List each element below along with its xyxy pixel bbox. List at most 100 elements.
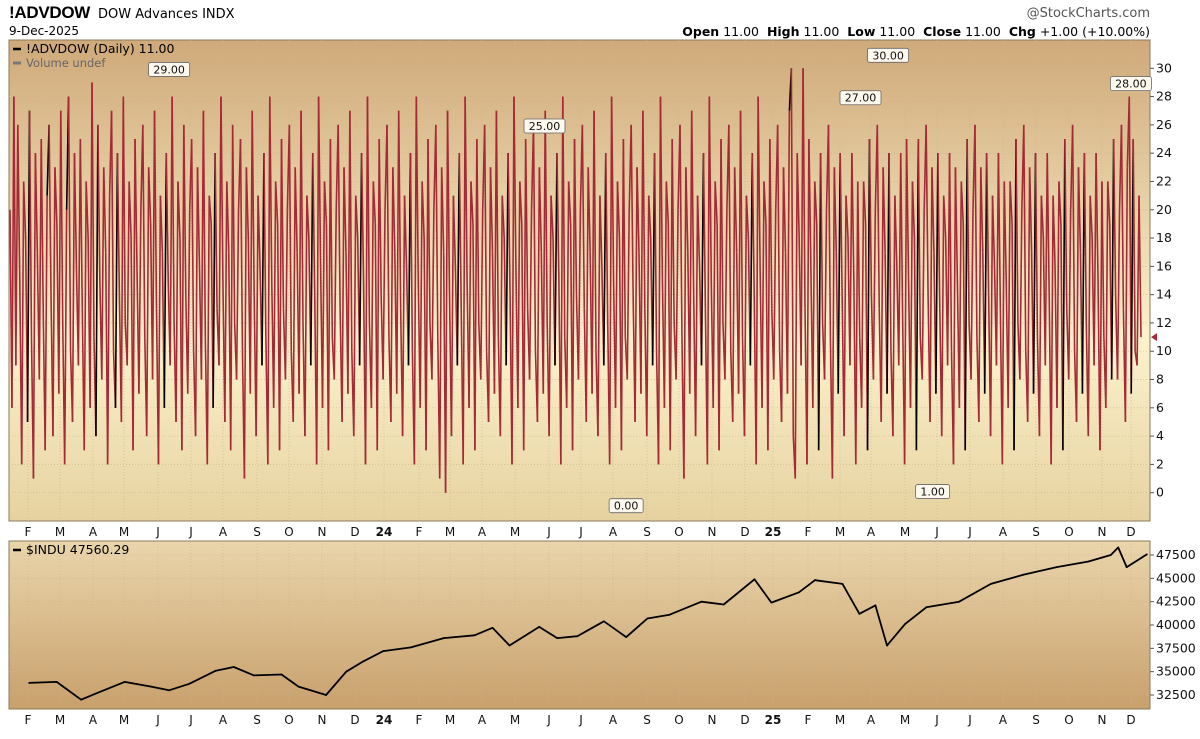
advances-segment: [989, 195, 994, 437]
advances-segment: [1052, 195, 1056, 267]
advances-segment: [573, 139, 578, 295]
advances-segment: [554, 153, 558, 366]
advances-segment: [153, 110, 158, 309]
advances-segment: [15, 124, 19, 366]
advances-segment: [122, 96, 127, 323]
advances-segment: [1077, 167, 1082, 253]
panel-1-xtick-label: A: [999, 713, 1008, 727]
index-point: [841, 583, 844, 585]
panel-0-xtick-label: M: [119, 525, 129, 539]
panel-0-ytick-label: 18: [1156, 230, 1172, 245]
advances-segment: [614, 181, 619, 408]
advances-segment: [358, 153, 363, 366]
advances-segment: [163, 153, 168, 408]
panel-1-xtick-label: S: [1032, 713, 1040, 727]
advances-segment: [360, 153, 365, 281]
advances-segment: [757, 96, 761, 267]
advances-segment: [739, 110, 744, 338]
advances-segment: [337, 124, 341, 309]
advances-segment: [190, 139, 195, 352]
index-point: [576, 635, 579, 638]
advances-segment: [470, 181, 474, 224]
annotation-label: 30.00: [872, 49, 904, 62]
advances-segment: [392, 167, 396, 253]
panel-0-ytick-label: 14: [1156, 287, 1172, 302]
index-point: [297, 685, 300, 688]
annotation-box: [839, 90, 882, 106]
index-point: [1087, 560, 1090, 563]
advances-segment: [909, 181, 914, 408]
advances-segment: [620, 139, 625, 451]
advances-segment: [425, 139, 429, 451]
advances-segment: [413, 96, 418, 465]
advances-segment: [1056, 181, 1060, 408]
advances-segment: [1050, 195, 1054, 465]
panel-0-xtick-label: F: [805, 525, 812, 539]
advances-segment: [696, 195, 701, 267]
panel-0-xtick-label: M: [900, 525, 910, 539]
panel-1-xtick-label: A: [219, 713, 228, 727]
advances-segment: [208, 195, 212, 224]
advances-segment: [581, 124, 586, 309]
panel-1-xtick-label: M: [900, 713, 910, 727]
panel-0-ytick-label: 26: [1156, 117, 1172, 132]
advances-segment: [571, 139, 576, 451]
advances-segment: [165, 153, 170, 281]
advances-segment: [218, 96, 222, 366]
advances-segment: [665, 181, 670, 224]
advances-segment: [257, 195, 261, 267]
advances-segment: [964, 139, 968, 451]
advances-segment: [517, 181, 521, 408]
index-point: [1022, 573, 1025, 576]
advances-segment: [780, 167, 785, 422]
advances-segment: [796, 153, 800, 239]
advances-segment: [952, 167, 957, 465]
panel-0-xtick-label: S: [643, 525, 651, 539]
advances-segment: [476, 139, 480, 323]
annotation-box: [148, 62, 191, 77]
index-point: [150, 685, 152, 688]
advances-segment: [126, 181, 130, 366]
advances-segment: [1058, 181, 1062, 224]
advances-segment: [708, 96, 713, 281]
index-point: [700, 600, 703, 603]
advances-segment: [683, 167, 687, 479]
advances-segment: [341, 167, 345, 422]
advances-segment: [214, 153, 218, 309]
advances-segment: [132, 139, 136, 451]
panel-0-ytick-label: 10: [1156, 343, 1172, 358]
index-point: [325, 694, 327, 696]
advances-segment: [462, 96, 466, 465]
panel-0-xtick-label: A: [478, 525, 487, 539]
advances-segment: [54, 167, 58, 224]
index-point: [1055, 566, 1058, 569]
advances-segment: [171, 96, 175, 323]
advances-segment: [243, 167, 248, 479]
panel-0-xtick-label: A: [219, 525, 228, 539]
chart-date: 9-Dec-2025: [9, 24, 80, 38]
panel-1-xtick-label: M: [445, 713, 455, 727]
advances-segment: [421, 181, 425, 239]
advances-segment: [749, 153, 754, 366]
advances-segment: [67, 96, 72, 352]
advances-segment: [720, 139, 724, 323]
advances-segment: [1112, 139, 1117, 295]
advances-segment: [317, 96, 322, 267]
advances-segment: [450, 195, 455, 437]
panel-0-xtick-label: 24: [376, 525, 393, 539]
advances-segment: [48, 124, 52, 295]
index-point: [442, 637, 445, 639]
panel-1-xtick-label: D: [740, 713, 749, 727]
panel-1-ytick-label: 35000: [1156, 664, 1196, 679]
advances-segment: [300, 110, 304, 323]
advances-segment: [1062, 139, 1066, 451]
advances-segment: [409, 153, 414, 352]
quote-low-label: Low: [847, 24, 876, 39]
advances-segment: [1093, 153, 1097, 366]
advances-segment: [831, 167, 836, 479]
brand-watermark[interactable]: @StockCharts.com: [1026, 6, 1150, 21]
advances-segment: [610, 96, 615, 281]
panel-1-ytick-label: 47500: [1156, 547, 1196, 562]
advances-segment: [499, 195, 504, 437]
panel-1-legend-entry: $INDU 47560.29: [26, 542, 129, 557]
